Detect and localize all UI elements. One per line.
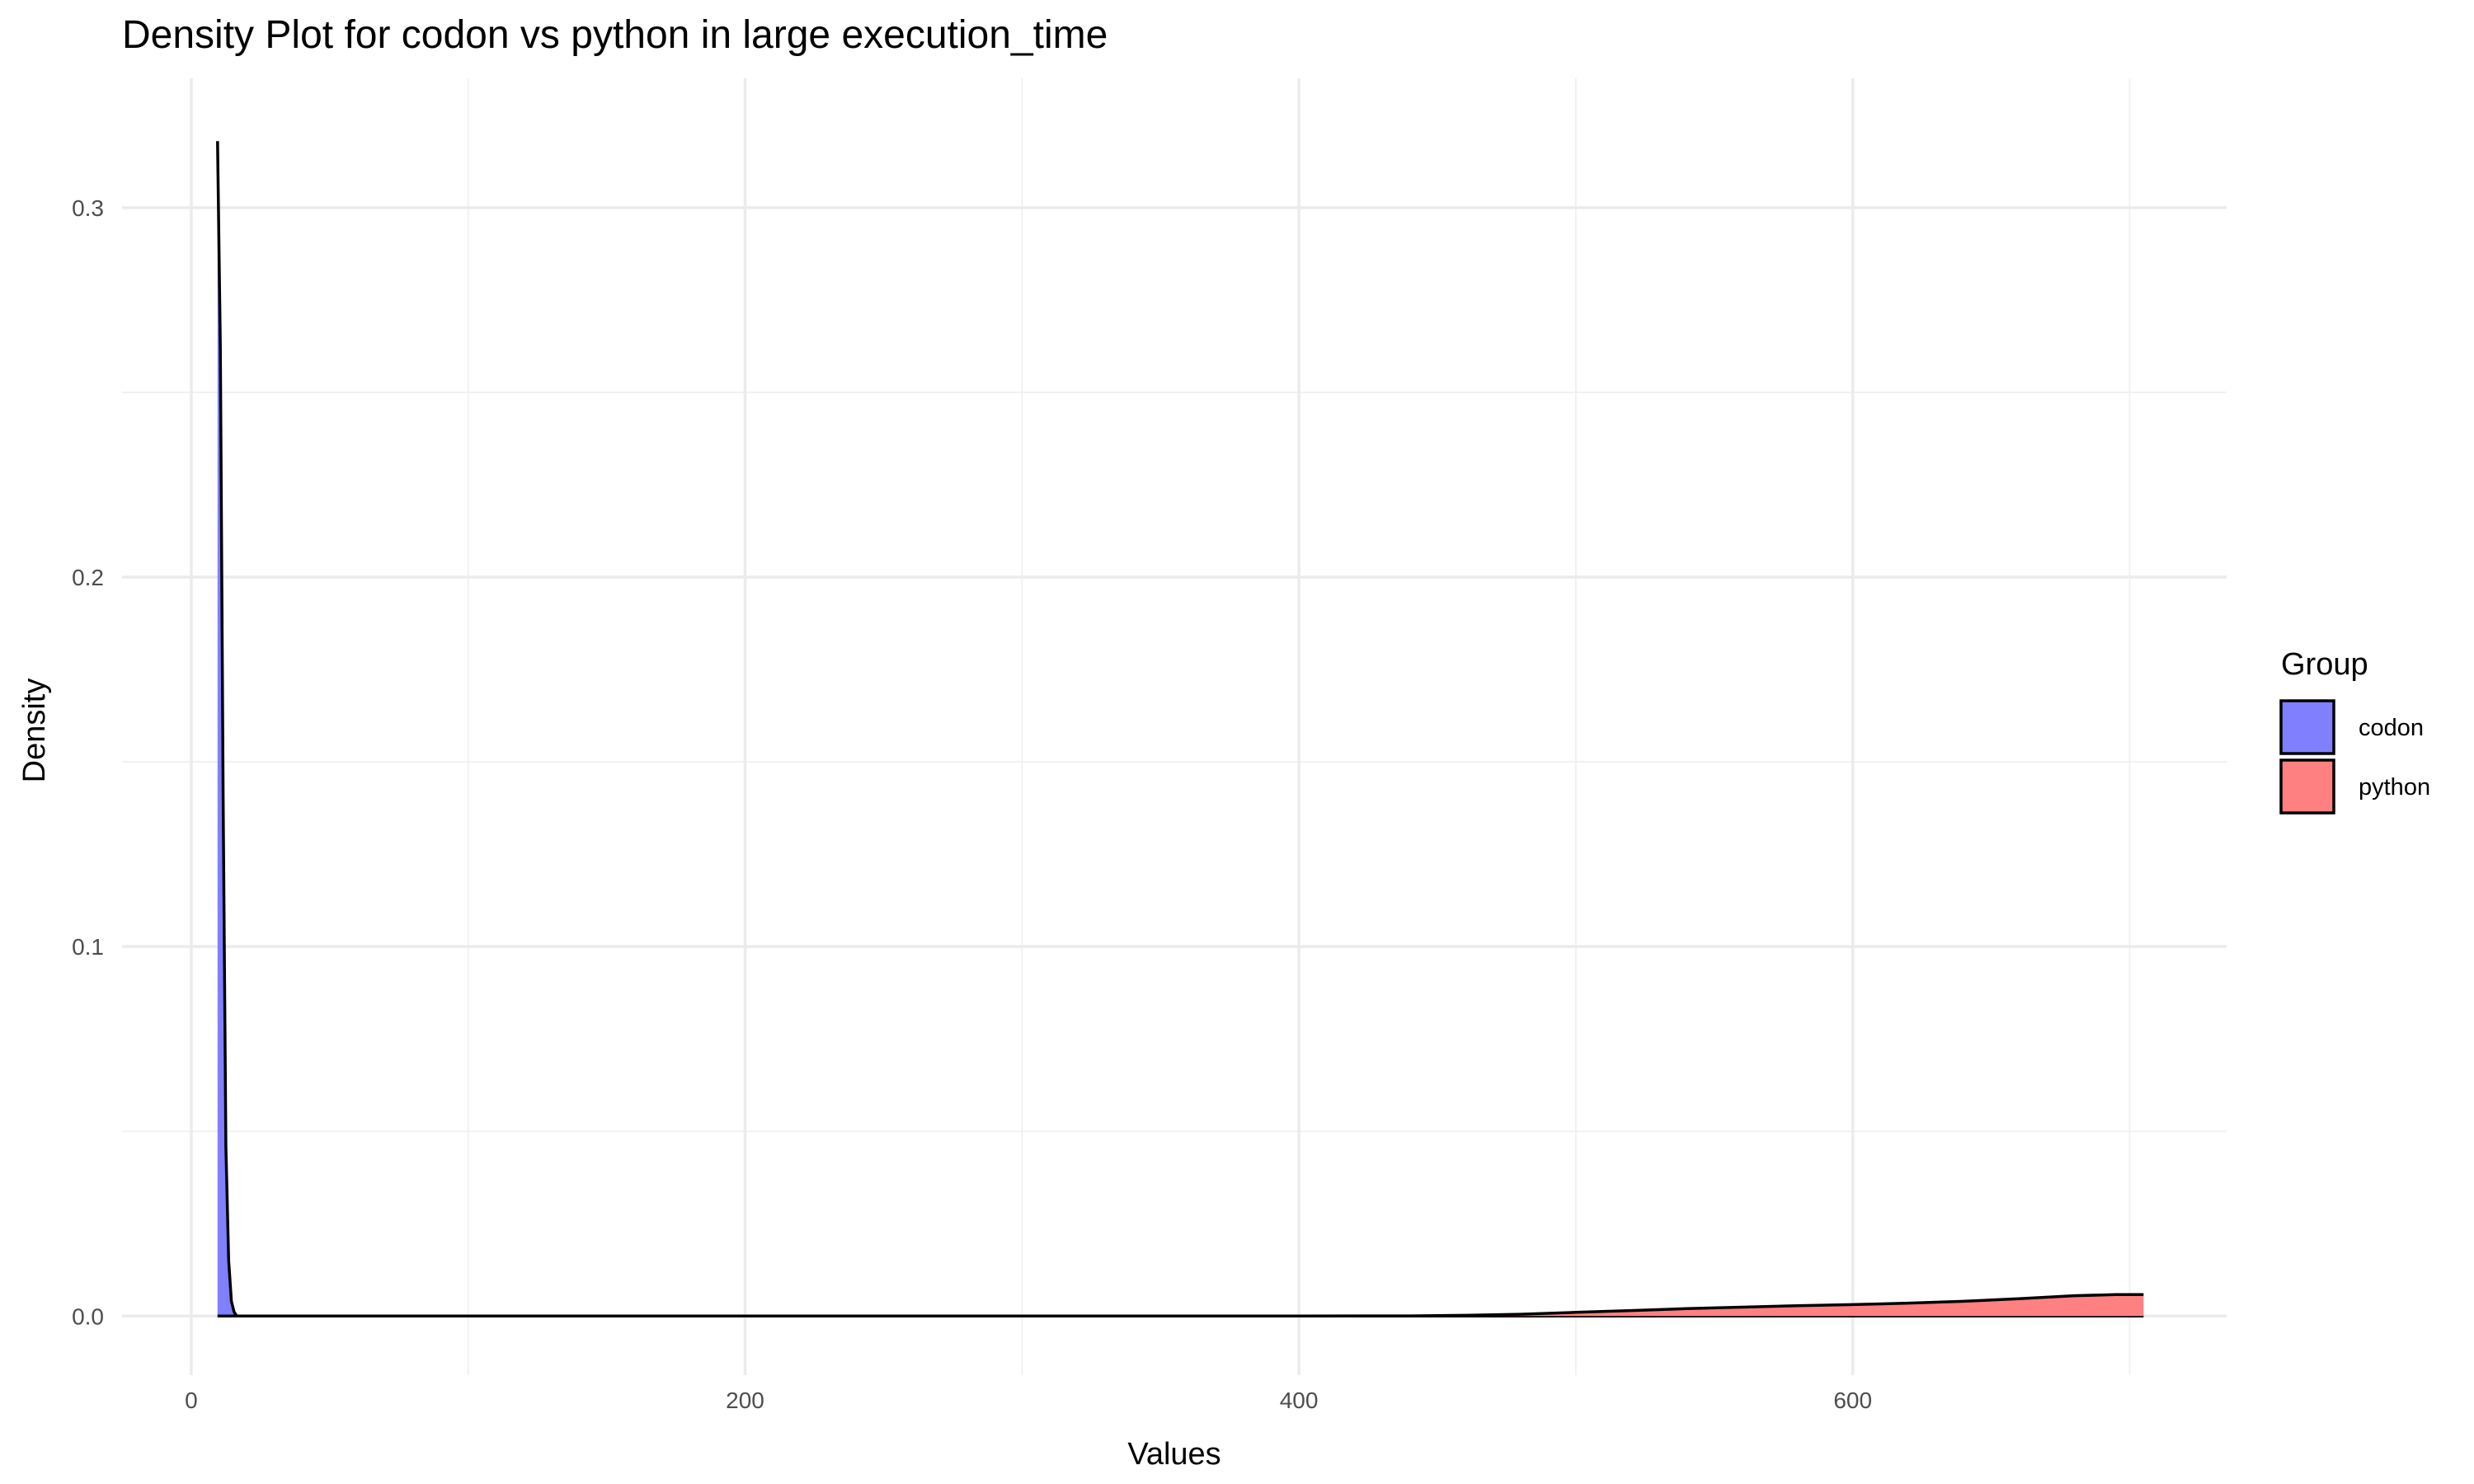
x-axis-ticks: 0 200 400 600 — [185, 1388, 1872, 1413]
legend-entries: codon python — [2279, 699, 2430, 815]
density-line-codon — [216, 141, 2144, 1318]
legend-label-codon: codon — [2359, 715, 2424, 741]
x-tick-label: 600 — [1833, 1388, 1872, 1413]
grid — [122, 78, 2227, 1375]
y-tick-label: 0.2 — [72, 565, 104, 590]
density-series — [216, 141, 2144, 1318]
legend-label-python: python — [2359, 774, 2430, 801]
x-tick-label: 0 — [185, 1388, 198, 1413]
y-axis-title: Density — [17, 679, 52, 783]
x-tick-label: 200 — [726, 1388, 764, 1413]
y-tick-label: 0.0 — [72, 1303, 104, 1329]
legend-key-codon — [2279, 699, 2335, 755]
density-area-codon — [217, 141, 2144, 1317]
chart-title: Density Plot for codon vs python in larg… — [122, 13, 1108, 57]
legend-title: Group — [2281, 647, 2368, 682]
legend: Group codon python — [2279, 647, 2430, 815]
y-tick-label: 0.3 — [72, 195, 104, 221]
y-tick-label: 0.1 — [72, 934, 104, 960]
x-axis-title: Values — [1127, 1437, 1221, 1472]
y-axis-ticks: 0.0 0.1 0.2 0.3 — [72, 195, 104, 1329]
x-tick-label: 400 — [1280, 1388, 1319, 1413]
density-line-python — [217, 1293, 2144, 1318]
legend-key-python — [2279, 758, 2335, 815]
